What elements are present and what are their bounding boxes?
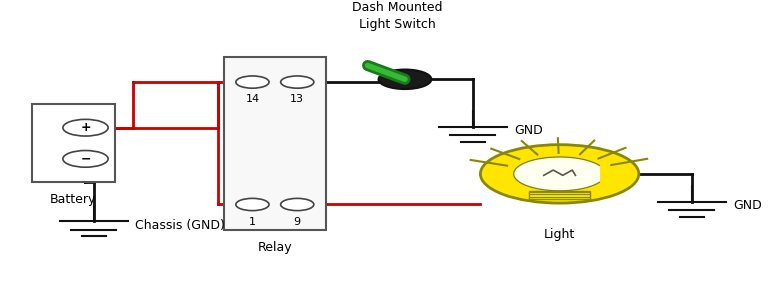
Text: Battery: Battery [50, 193, 96, 206]
Circle shape [236, 198, 269, 211]
Text: 13: 13 [290, 94, 304, 104]
Text: Relay: Relay [257, 241, 292, 254]
Bar [224, 57, 326, 230]
Text: GND: GND [733, 200, 762, 212]
Text: GND: GND [515, 124, 543, 137]
Text: Chassis (GND): Chassis (GND) [135, 219, 225, 232]
Text: 14: 14 [245, 94, 260, 104]
Bar [31, 104, 114, 182]
Circle shape [481, 145, 639, 203]
Circle shape [280, 76, 314, 88]
Text: 1: 1 [249, 217, 256, 227]
Circle shape [63, 151, 108, 167]
Text: Dash Mounted
Light Switch: Dash Mounted Light Switch [353, 1, 442, 31]
Text: 9: 9 [293, 217, 301, 227]
Text: Light: Light [544, 228, 575, 241]
Circle shape [280, 198, 314, 211]
Text: +: + [80, 121, 91, 134]
Text: −: − [80, 152, 91, 165]
Circle shape [63, 119, 108, 136]
Polygon shape [514, 157, 599, 191]
Circle shape [379, 70, 432, 89]
Bar [529, 191, 590, 199]
Circle shape [236, 76, 269, 88]
